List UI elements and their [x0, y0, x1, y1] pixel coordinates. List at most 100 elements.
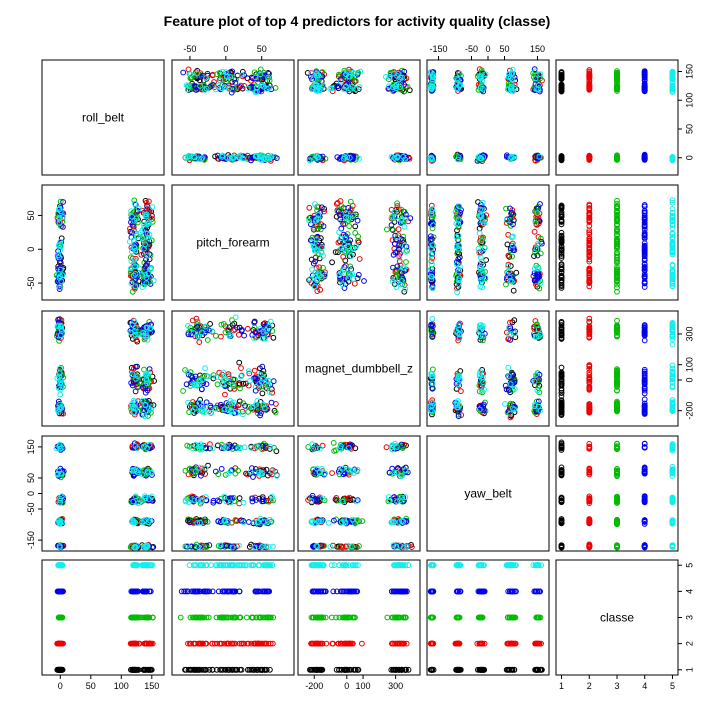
- data-point-class-2: [251, 367, 258, 374]
- data-point-class-5: [669, 271, 676, 278]
- data-point-class-5: [478, 254, 484, 261]
- data-point-class-4: [641, 155, 648, 162]
- data-point-class-1: [558, 69, 565, 76]
- data-point-class-1: [558, 255, 565, 261]
- data-point-class-5: [479, 277, 486, 283]
- data-point-class-4: [346, 209, 353, 216]
- data-point-class-5: [57, 266, 64, 273]
- data-point-class-4: [641, 271, 648, 278]
- data-point-class-3: [320, 264, 326, 271]
- data-point-class-5: [191, 154, 198, 161]
- data-point-class-3: [384, 226, 390, 233]
- data-point-class-1: [558, 246, 565, 253]
- data-point-class-2: [586, 205, 593, 212]
- data-point-class-4: [641, 232, 648, 239]
- data-point-class-5: [669, 70, 676, 77]
- data-point-class-5: [337, 235, 344, 242]
- cell-magnet_dumbbell_z-vs-yaw_belt: [426, 310, 550, 427]
- data-point-class-4: [509, 273, 516, 279]
- data-point-class-3: [57, 198, 64, 205]
- data-point-class-1: [558, 203, 565, 210]
- data-point-class-4: [641, 253, 648, 260]
- data-point-class-5: [506, 268, 513, 275]
- data-point-class-5: [505, 364, 512, 371]
- data-point-class-3: [338, 203, 345, 210]
- data-point-class-4: [273, 155, 280, 162]
- data-point-class-1: [558, 274, 565, 281]
- data-point-class-5: [392, 276, 398, 283]
- data-point-class-5: [353, 86, 359, 92]
- data-point-class-5: [505, 86, 512, 93]
- data-point-class-1: [270, 334, 277, 341]
- data-point-class-2: [244, 325, 251, 332]
- data-point-class-4: [641, 223, 648, 230]
- data-point-class-3: [614, 249, 620, 256]
- data-point-class-5: [306, 218, 313, 224]
- data-point-class-4: [340, 221, 347, 227]
- data-point-class-5: [350, 212, 357, 219]
- data-point-class-5: [56, 219, 63, 226]
- data-point-class-5: [430, 71, 436, 78]
- data-point-class-3: [614, 288, 620, 295]
- data-point-class-3: [614, 208, 620, 215]
- data-point-class-5: [669, 242, 676, 248]
- data-point-class-4: [229, 68, 236, 75]
- data-point-class-4: [145, 273, 152, 280]
- data-point-class-3: [347, 263, 354, 270]
- data-point-class-5: [197, 83, 204, 89]
- cell-frame: [41, 59, 165, 176]
- cell-pitch_forearm-vs-roll_belt: [41, 184, 165, 301]
- data-point-class-5: [537, 71, 544, 77]
- data-point-class-5: [237, 152, 244, 159]
- data-point-class-2: [586, 86, 593, 93]
- data-point-class-5: [203, 75, 210, 81]
- data-point-class-5: [480, 271, 487, 277]
- data-point-class-5: [56, 284, 63, 291]
- data-point-class-4: [146, 238, 153, 245]
- data-point-class-5: [244, 85, 251, 92]
- data-point-class-5: [143, 274, 150, 281]
- data-point-class-5: [476, 212, 483, 219]
- data-point-class-4: [132, 388, 139, 395]
- data-point-class-5: [341, 86, 348, 93]
- data-point-class-4: [534, 152, 541, 159]
- data-point-class-4: [393, 236, 400, 243]
- data-point-class-5: [391, 209, 398, 216]
- data-point-class-4: [308, 156, 315, 162]
- data-point-class-4: [337, 212, 343, 219]
- data-point-class-5: [258, 82, 265, 89]
- cell-frame: [297, 184, 421, 301]
- data-point-class-5: [511, 85, 518, 92]
- data-point-class-5: [265, 154, 271, 161]
- data-point-class-5: [132, 247, 139, 254]
- data-point-class-5: [453, 220, 460, 227]
- data-point-class-5: [341, 156, 347, 162]
- data-point-class-5: [509, 242, 516, 249]
- data-point-class-5: [226, 155, 233, 161]
- data-point-class-4: [229, 85, 236, 92]
- data-point-class-4: [133, 282, 140, 288]
- data-point-class-3: [478, 67, 485, 74]
- data-point-class-5: [320, 252, 327, 259]
- data-point-class-5: [479, 207, 486, 214]
- data-point-class-5: [227, 74, 234, 80]
- data-point-class-3: [214, 381, 221, 388]
- data-point-class-3: [614, 76, 620, 83]
- data-point-class-2: [505, 252, 512, 259]
- data-point-class-5: [185, 83, 192, 89]
- data-point-class-5: [669, 283, 676, 290]
- data-point-class-5: [533, 86, 540, 92]
- data-point-class-5: [150, 277, 157, 284]
- data-point-class-2: [586, 278, 593, 285]
- data-point-class-5: [128, 208, 135, 215]
- data-point-class-2: [395, 226, 402, 233]
- data-point-class-5: [357, 68, 364, 75]
- data-point-class-1: [558, 253, 565, 259]
- data-point-class-5: [669, 154, 676, 161]
- data-point-class-4: [56, 286, 63, 293]
- data-point-class-1: [352, 223, 359, 230]
- data-point-class-4: [641, 240, 648, 247]
- data-point-class-2: [586, 272, 593, 279]
- data-point-class-2: [531, 228, 538, 235]
- data-point-class-3: [404, 247, 410, 254]
